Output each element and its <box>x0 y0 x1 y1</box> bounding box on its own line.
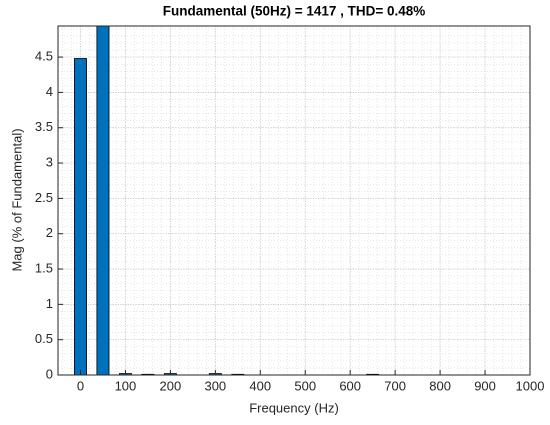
x-tick-label: 1000 <box>516 378 545 393</box>
y-tick-label: 2 <box>46 225 53 240</box>
grid <box>58 26 531 376</box>
y-tick-label: 0.5 <box>35 331 53 346</box>
x-tick-label: 300 <box>204 378 226 393</box>
x-tick-label: 600 <box>339 378 361 393</box>
plot-area <box>58 26 530 375</box>
y-tick-label: 0 <box>46 366 53 381</box>
x-axis-label: Frequency (Hz) <box>249 400 339 415</box>
y-tick-label: 4 <box>46 84 53 99</box>
plot-frame <box>57 25 531 376</box>
x-tick-label: 400 <box>249 378 271 393</box>
chart-title: Fundamental (50Hz) = 1417 , THD= 0.48% <box>163 4 426 19</box>
y-tick-label: 3 <box>46 154 53 169</box>
bar <box>74 58 87 375</box>
x-tick-label: 100 <box>115 378 137 393</box>
axes: 0 100 200 300 400 500 600 700 800 900 1000 0 0.5 1 1.5… <box>35 49 545 394</box>
y-tick-label: 4.5 <box>35 49 53 64</box>
bar <box>96 26 110 375</box>
y-tick-label: 1.5 <box>35 260 53 275</box>
y-tick-label: 1 <box>46 296 53 311</box>
x-tick-label: 800 <box>429 378 451 393</box>
y-tick-label: 2.5 <box>35 190 53 205</box>
y-axis-label: Mag (% of Fundamental) <box>9 128 24 271</box>
y-tick-label: 3.5 <box>35 119 53 134</box>
bars <box>74 26 380 375</box>
x-tick-label: 0 <box>77 378 84 393</box>
x-tick-label: 700 <box>384 378 406 393</box>
x-tick-label: 500 <box>294 378 316 393</box>
x-tick-label: 200 <box>160 378 182 393</box>
x-tick-label: 900 <box>474 378 496 393</box>
